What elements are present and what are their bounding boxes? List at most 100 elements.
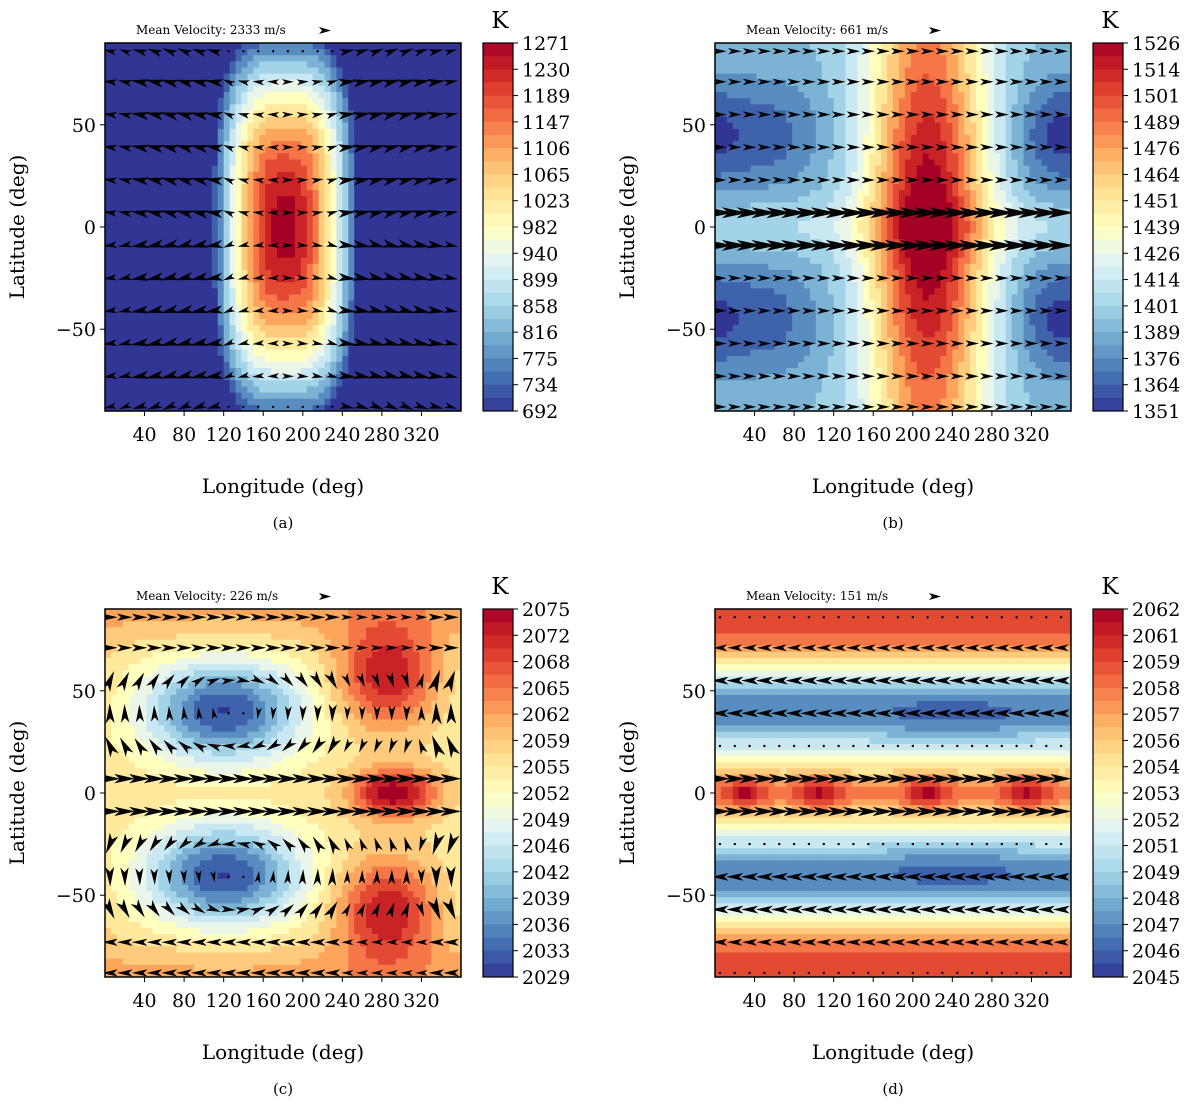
- heatmap-cell: [182, 92, 189, 99]
- heatmap-cell: [389, 239, 397, 246]
- heatmap-cell: [786, 135, 793, 142]
- heatmap-cell: [211, 85, 219, 93]
- heatmap-cell: [407, 141, 415, 148]
- heatmap-cell: [265, 122, 272, 130]
- heatmap-cell: [443, 306, 450, 314]
- heatmap-cell: [395, 263, 403, 271]
- heatmap-cell: [437, 306, 444, 314]
- heatmap-cell: [235, 269, 243, 277]
- heatmap-cell: [383, 49, 391, 56]
- heatmap-cell: [762, 73, 769, 81]
- heatmap-cell: [389, 251, 397, 259]
- heatmap-cell: [241, 319, 248, 326]
- heatmap-cell: [223, 92, 231, 99]
- heatmap-cell: [1047, 122, 1054, 130]
- heatmap-cell: [821, 104, 829, 112]
- heatmap-cell: [265, 153, 272, 161]
- heatmap-cell: [223, 343, 231, 351]
- heatmap-cell: [294, 355, 302, 363]
- heatmap-cell: [372, 386, 379, 394]
- heatmap-cell: [768, 110, 775, 118]
- heatmap-cell: [116, 165, 124, 173]
- heatmap-cell: [199, 368, 207, 375]
- heatmap-cell: [110, 349, 118, 357]
- heatmap-cell: [229, 386, 237, 394]
- heatmap-cell: [158, 233, 165, 240]
- heatmap-cell: [324, 98, 332, 105]
- heatmap-cell: [134, 368, 142, 375]
- heatmap-cell: [377, 190, 385, 197]
- wind-arrow: [223, 112, 236, 120]
- heatmap-cell: [158, 355, 165, 363]
- heatmap-cell: [342, 325, 349, 332]
- heatmap-cell: [128, 98, 136, 105]
- heatmap-cell: [993, 110, 1001, 118]
- heatmap-cell: [720, 73, 728, 81]
- heatmap-cell: [229, 104, 237, 112]
- heatmap-cell: [336, 159, 343, 167]
- heatmap-cell: [425, 392, 432, 400]
- heatmap-cell: [815, 92, 823, 99]
- heatmap-cell: [1029, 61, 1036, 69]
- heatmap-cell: [247, 343, 254, 351]
- heatmap-cell: [223, 263, 231, 271]
- heatmap-cell: [425, 165, 432, 173]
- heatmap-cell: [146, 184, 154, 191]
- heatmap-cell: [188, 263, 195, 271]
- heatmap-cell: [348, 263, 355, 271]
- heatmap-cell: [354, 214, 361, 222]
- heatmap-cell: [768, 116, 775, 124]
- wind-arrow: [281, 111, 294, 118]
- heatmap-cell: [336, 404, 343, 411]
- heatmap-cell: [247, 374, 254, 381]
- heatmap-cell: [259, 135, 266, 142]
- heatmap-cell: [928, 116, 936, 124]
- heatmap-cell: [105, 177, 112, 185]
- heatmap-cell: [223, 79, 231, 87]
- heatmap-cell: [946, 110, 953, 118]
- heatmap-cell: [851, 141, 858, 148]
- wind-arrow: [337, 78, 357, 87]
- heatmap-cell: [336, 349, 343, 357]
- heatmap-cell: [982, 55, 989, 62]
- heatmap-cell: [893, 116, 900, 124]
- heatmap-cell: [762, 141, 769, 148]
- heatmap-cell: [324, 343, 332, 351]
- heatmap-cell: [140, 220, 148, 228]
- heatmap-cell: [306, 325, 314, 332]
- heatmap-cell: [768, 49, 775, 56]
- heatmap-cell: [443, 190, 450, 197]
- heatmap-cell: [324, 141, 332, 148]
- colorbar: 1271123011891147110610651023982940899858…: [482, 8, 570, 423]
- heatmap-cell: [211, 122, 219, 130]
- heatmap-cell: [425, 73, 432, 81]
- heatmap-cell: [283, 361, 290, 369]
- heatmap-cell: [809, 49, 817, 56]
- heatmap-cell: [809, 104, 817, 112]
- heatmap-cell: [158, 263, 165, 271]
- heatmap-cell: [318, 85, 326, 93]
- heatmap-cell: [366, 171, 373, 179]
- heatmap-cell: [1023, 55, 1031, 62]
- heatmap-cell: [312, 245, 320, 253]
- heatmap-cell: [134, 392, 142, 400]
- heatmap-cell: [336, 227, 343, 234]
- heatmap-cell: [211, 43, 219, 50]
- heatmap-cell: [821, 92, 829, 99]
- heatmap-cell: [182, 257, 189, 265]
- heatmap-cell: [265, 312, 272, 320]
- heatmap-cell: [105, 257, 112, 265]
- heatmap-cell: [271, 251, 278, 259]
- heatmap-cell: [188, 85, 195, 93]
- heatmap-cell: [330, 282, 337, 289]
- heatmap-cell: [342, 233, 349, 240]
- heatmap-cell: [199, 43, 207, 50]
- heatmap-cell: [449, 171, 456, 179]
- colorbar-band: [483, 69, 513, 83]
- heatmap-cell: [146, 116, 154, 124]
- heatmap-cell: [443, 361, 450, 369]
- heatmap-cell: [247, 398, 254, 406]
- heatmap-cell: [312, 61, 320, 69]
- heatmap-cell: [348, 177, 355, 185]
- heatmap-cell: [1017, 141, 1025, 148]
